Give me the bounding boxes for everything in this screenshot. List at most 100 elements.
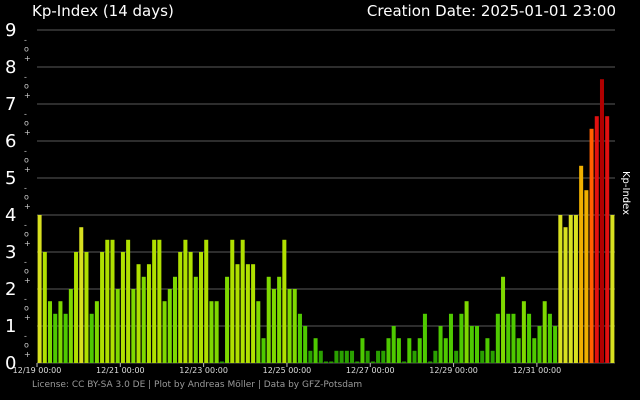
kp-bar	[563, 227, 568, 363]
y-tick-label: 6	[5, 131, 16, 152]
kp-bar	[323, 361, 329, 363]
y-subtick-mark: +	[24, 313, 31, 322]
kp-bar	[558, 215, 563, 363]
kp-bar	[370, 361, 375, 363]
y-subtick-mark: o	[24, 119, 29, 128]
kp-bar	[355, 361, 360, 363]
kp-bar	[553, 326, 558, 363]
x-tick-label: 12/21 00:00	[96, 366, 145, 375]
chart-title: Kp-Index (14 days)	[32, 2, 174, 20]
y-tick-label: 1	[5, 316, 16, 337]
kp-bar	[287, 289, 292, 363]
x-tick-label: 12/31 00:00	[513, 366, 562, 375]
kp-bar	[89, 313, 94, 363]
y-subtick-mark: -	[24, 331, 27, 340]
y-tick-label: 8	[5, 57, 16, 78]
kp-bar	[53, 313, 58, 363]
y-tick-label: 4	[5, 205, 16, 226]
kp-bar	[303, 326, 308, 363]
kp-bar	[110, 239, 115, 363]
kp-bar	[183, 239, 188, 363]
y-tick-label: 9	[5, 20, 16, 41]
kp-bar	[261, 338, 266, 363]
kp-bar	[240, 239, 245, 363]
y-subtick-mark: -	[24, 109, 27, 118]
y-subtick-mark: o	[24, 156, 29, 165]
x-tick-label: 12/25 00:00	[263, 366, 312, 375]
kp-bar	[391, 326, 396, 363]
kp-bar	[152, 239, 157, 363]
kp-bar	[172, 276, 177, 363]
kp-bar	[412, 350, 417, 363]
kp-bar	[381, 350, 386, 363]
kp-bar	[506, 313, 511, 363]
kp-bar	[610, 215, 615, 363]
kp-bar	[459, 313, 464, 363]
kp-bar	[521, 301, 526, 363]
y-tick-label: 5	[5, 168, 16, 189]
kp-bar	[490, 350, 495, 363]
y-axis-ticks: 01+o-2+o-3+o-4+o-5+o-6+o-7+o-8+o-9+o-	[5, 20, 31, 374]
kp-bar	[235, 264, 240, 363]
kp-bar	[376, 350, 381, 363]
kp-bar	[209, 301, 214, 363]
kp-bar	[516, 338, 521, 363]
x-tick-label: 12/27 00:00	[346, 366, 395, 375]
kp-bar	[365, 350, 370, 363]
kp-bar	[297, 313, 302, 363]
y-tick-label: 2	[5, 279, 16, 300]
y-axis-label: Kp-Index	[620, 171, 631, 215]
kp-bar	[469, 326, 474, 363]
kp-bar	[485, 338, 490, 363]
kp-bar	[136, 264, 141, 363]
y-subtick-mark: -	[24, 257, 27, 266]
y-subtick-mark: o	[24, 193, 29, 202]
kp-bar	[360, 338, 365, 363]
y-subtick-mark: +	[24, 276, 31, 285]
y-subtick-mark: -	[24, 72, 27, 81]
kp-bar	[271, 289, 276, 363]
kp-bar	[475, 326, 480, 363]
kp-bar	[537, 326, 542, 363]
kp-bar	[79, 227, 84, 363]
footer-credits: License: CC BY-SA 3.0 DE | Plot by Andre…	[32, 380, 363, 390]
y-subtick-mark: o	[24, 230, 29, 239]
kp-bar	[68, 289, 73, 363]
kp-bar	[594, 116, 599, 364]
kp-bar	[448, 313, 453, 363]
kp-bar	[480, 350, 485, 363]
kp-bar	[204, 239, 209, 363]
kp-bar	[94, 301, 99, 363]
kp-bar	[579, 165, 584, 363]
kp-bar	[214, 301, 219, 363]
kp-bar	[334, 350, 339, 363]
kp-bar	[464, 301, 469, 363]
kp-bar	[495, 313, 500, 363]
kp-bar	[428, 361, 433, 363]
kp-bar	[225, 276, 230, 363]
x-axis-ticks: 12/19 00:00 12/21 00:00 12/23 00:00 12/25 0…	[13, 363, 562, 375]
kp-bar	[48, 301, 53, 363]
kp-bar	[433, 350, 438, 363]
y-subtick-mark: o	[24, 82, 29, 91]
x-tick-label: 12/23 00:00	[179, 366, 228, 375]
kp-bar	[292, 289, 297, 363]
kp-bar	[511, 313, 516, 363]
kp-bar	[126, 239, 131, 363]
y-subtick-mark: +	[24, 239, 31, 248]
y-subtick-mark: -	[24, 294, 27, 303]
bar-series	[37, 79, 615, 364]
kp-bar	[251, 264, 256, 363]
y-tick-label: 3	[5, 242, 16, 263]
kp-bar	[277, 276, 282, 363]
kp-bar	[547, 313, 552, 363]
kp-bar	[386, 338, 391, 363]
kp-bar	[438, 326, 443, 363]
kp-bar	[584, 190, 589, 363]
kp-bar	[599, 79, 604, 364]
y-tick-label: 7	[5, 94, 16, 115]
kp-bar	[199, 252, 204, 363]
y-subtick-mark: +	[24, 202, 31, 211]
kp-bar	[318, 350, 323, 363]
